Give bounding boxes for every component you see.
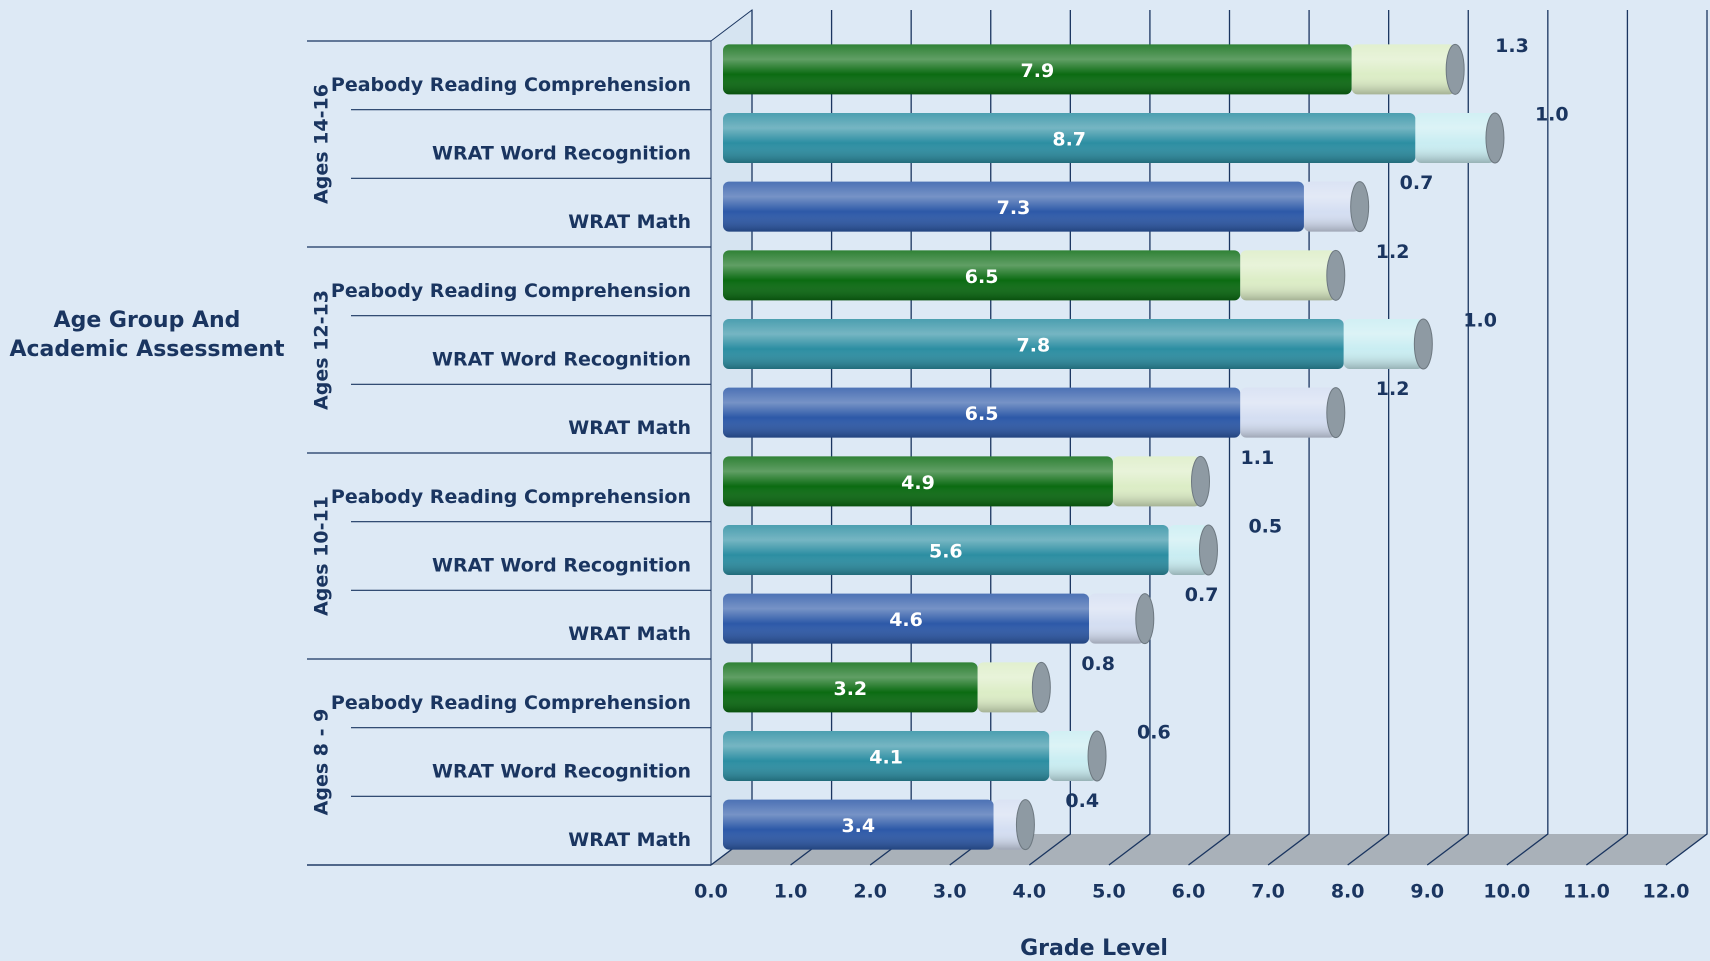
bar-cap xyxy=(1350,181,1370,233)
value-label: 0.4 xyxy=(1065,790,1099,812)
category-label: WRAT Math xyxy=(568,829,691,851)
value-label: 1.0 xyxy=(1535,104,1569,126)
value-label: 0.6 xyxy=(1137,722,1171,744)
group-label: Ages 10-11 xyxy=(311,496,333,616)
category-label: Peabody Reading Comprehension xyxy=(331,74,691,96)
x-tick-label: 9.0 xyxy=(1410,881,1444,903)
group-label: Ages 12-13 xyxy=(311,290,333,410)
bar-shine xyxy=(1168,525,1209,575)
category-label: WRAT Math xyxy=(568,211,691,233)
x-tick-label: 3.0 xyxy=(933,881,967,903)
value-label: 5.6 xyxy=(929,541,963,563)
value-label: 1.1 xyxy=(1241,447,1275,469)
bar-shine xyxy=(1240,387,1336,438)
category-label: WRAT Math xyxy=(568,623,691,645)
value-label: 1.2 xyxy=(1376,378,1410,400)
value-label: 4.1 xyxy=(869,747,903,769)
value-label: 8.7 xyxy=(1052,129,1086,151)
value-label: 6.5 xyxy=(965,266,999,288)
bar-shine xyxy=(723,456,1113,507)
bar-cap xyxy=(1015,799,1035,851)
grid-line xyxy=(1665,10,1708,866)
grid-line xyxy=(1586,10,1629,866)
bar-shine xyxy=(977,662,1042,713)
x-tick-label: 11.0 xyxy=(1563,881,1610,903)
bar-shine xyxy=(723,113,1416,163)
value-label: 0.7 xyxy=(1185,584,1219,606)
bar-cap xyxy=(1326,249,1346,301)
bar-shine xyxy=(723,662,978,713)
y-axis-title: Age Group And xyxy=(54,308,241,333)
category-label: Peabody Reading Comprehension xyxy=(331,692,691,714)
x-tick-label: 4.0 xyxy=(1012,881,1046,903)
bar-shine xyxy=(1112,456,1201,507)
bar-shine xyxy=(723,593,1090,644)
value-label: 4.6 xyxy=(889,609,923,631)
grid-line xyxy=(1506,10,1549,866)
bar-shine xyxy=(723,181,1304,232)
grid-line xyxy=(1426,10,1469,866)
group-label: Ages 14-16 xyxy=(311,84,333,204)
bar-cap xyxy=(1485,112,1505,164)
bar-shine xyxy=(1089,593,1145,644)
bar-shine xyxy=(1049,731,1098,781)
x-tick-label: 1.0 xyxy=(774,881,808,903)
bar-cap xyxy=(1087,730,1107,782)
category-label: Peabody Reading Comprehension xyxy=(331,280,691,302)
value-label: 1.2 xyxy=(1376,241,1410,263)
x-tick-label: 6.0 xyxy=(1172,881,1206,903)
category-label: WRAT Word Recognition xyxy=(432,143,691,165)
bar-cap xyxy=(1191,455,1210,507)
x-axis-title: Grade Level xyxy=(1020,936,1168,961)
bar-shine xyxy=(1240,250,1336,301)
category-label: Peabody Reading Comprehension xyxy=(331,486,691,508)
bar-shine xyxy=(1343,319,1424,369)
value-label: 7.9 xyxy=(1021,60,1055,82)
value-label: 1.3 xyxy=(1495,35,1529,57)
value-label: 1.0 xyxy=(1463,310,1497,332)
value-label: 0.7 xyxy=(1400,172,1434,194)
x-tick-label: 0.0 xyxy=(694,881,728,903)
x-tick-label: 12.0 xyxy=(1643,881,1690,903)
x-tick-label: 7.0 xyxy=(1251,881,1285,903)
x-tick-label: 5.0 xyxy=(1092,881,1126,903)
bar-shine xyxy=(723,525,1169,575)
value-label: 4.9 xyxy=(901,472,935,494)
value-label: 6.5 xyxy=(965,403,999,425)
x-tick-label: 8.0 xyxy=(1331,881,1365,903)
bar-cap xyxy=(1445,43,1465,95)
bar-cap xyxy=(1326,387,1346,439)
category-label: WRAT Word Recognition xyxy=(432,761,691,783)
group-label: Ages 8 - 9 xyxy=(311,709,333,816)
value-label: 0.8 xyxy=(1081,653,1115,675)
category-label: WRAT Math xyxy=(568,417,691,439)
bar-shine xyxy=(1303,181,1360,232)
bar-shine xyxy=(723,799,994,850)
bar-shine xyxy=(723,731,1050,781)
grid-line xyxy=(1347,10,1390,866)
bar-cap xyxy=(1413,318,1433,370)
bar-cap xyxy=(1198,524,1218,576)
bar-shine xyxy=(723,319,1344,369)
bar-shine xyxy=(723,387,1241,438)
bar-shine xyxy=(723,250,1241,301)
value-label: 0.5 xyxy=(1248,516,1282,538)
category-label: WRAT Word Recognition xyxy=(432,349,691,371)
value-label: 7.8 xyxy=(1017,335,1051,357)
bar-shine xyxy=(1351,44,1456,95)
bar-cap xyxy=(1031,661,1051,713)
x-tick-label: 10.0 xyxy=(1483,881,1530,903)
value-label: 3.2 xyxy=(833,678,867,700)
bar-shine xyxy=(723,44,1352,95)
y-axis-title: Academic Assessment xyxy=(9,337,285,362)
value-label: 7.3 xyxy=(997,197,1031,219)
bar-shine xyxy=(1415,113,1495,163)
bar-cap xyxy=(1135,593,1155,645)
category-label: WRAT Word Recognition xyxy=(432,555,691,577)
x-tick-label: 2.0 xyxy=(853,881,887,903)
value-label: 3.4 xyxy=(841,815,875,837)
